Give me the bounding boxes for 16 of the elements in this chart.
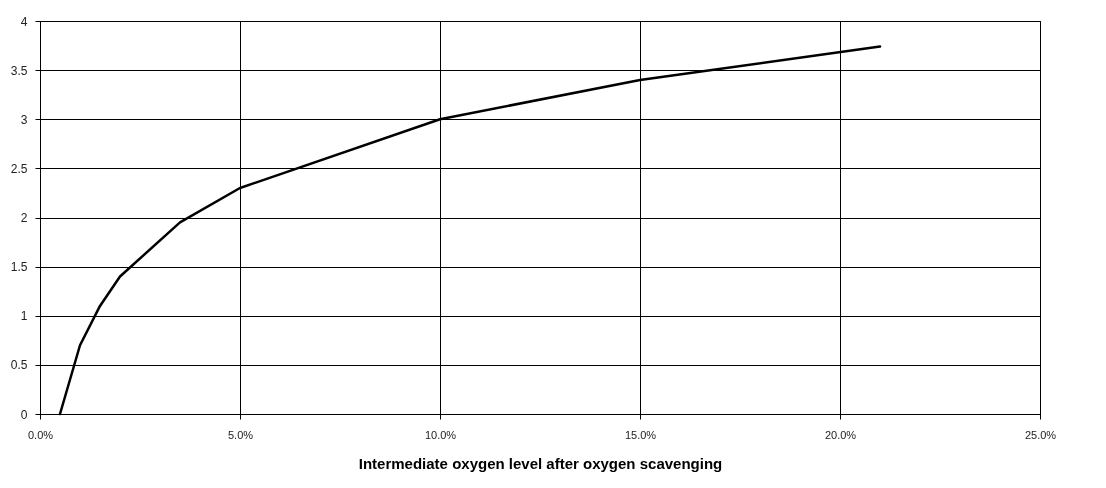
x-axis-title: Intermediate oxygen level after oxygen scavenging — [358, 454, 723, 472]
y-tick-label: 3 — [20, 112, 28, 127]
x-tick-label: 0.0% — [27, 428, 54, 441]
y-tick-label: 0 — [20, 407, 28, 422]
y-tick-label: 1.5 — [10, 260, 28, 275]
y-tick-label: 1 — [20, 309, 28, 324]
y-tick-label: 0.5 — [10, 358, 28, 373]
y-tick-label: 2 — [20, 211, 28, 225]
y-tick-label: 3.5 — [10, 63, 28, 78]
x-tick-label: 20.0% — [824, 428, 857, 441]
x-tick-label: 25.0% — [1024, 428, 1057, 441]
x-tick-label: 5.0% — [227, 428, 254, 441]
y-tick-label: 4 — [20, 14, 28, 29]
x-tick-label: 15.0% — [624, 428, 657, 441]
x-tick-label: 10.0% — [424, 428, 457, 441]
y-tick-label: 2.5 — [10, 161, 28, 176]
